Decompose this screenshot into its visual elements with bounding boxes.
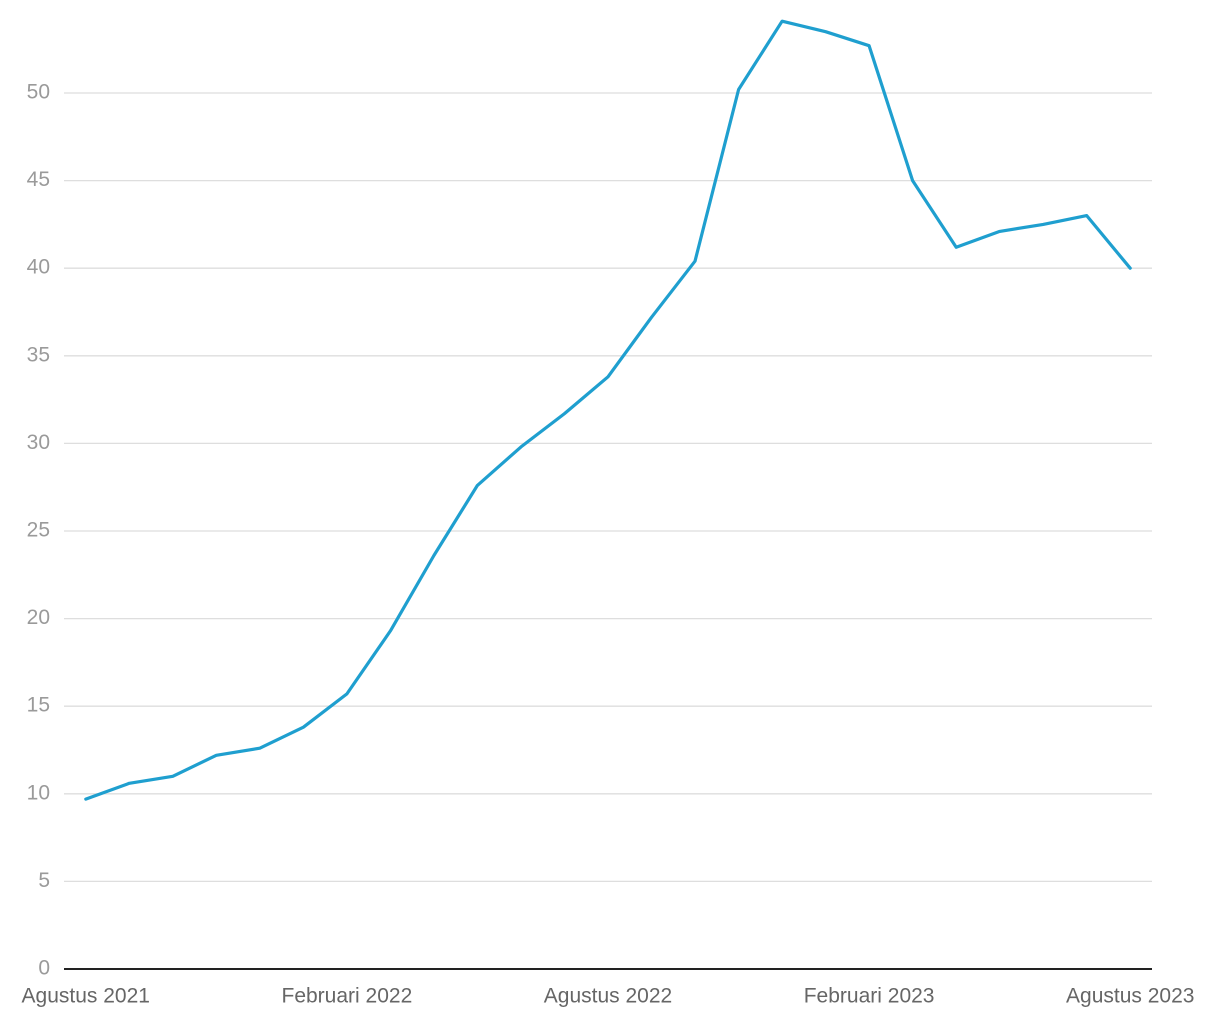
y-tick-label: 40: [27, 256, 50, 279]
y-tick-label: 15: [27, 694, 50, 717]
y-tick-label: 50: [27, 81, 50, 104]
y-tick-label: 45: [27, 168, 50, 191]
x-tick-label: Agustus 2021: [22, 985, 150, 1008]
x-tick-label: Agustus 2022: [544, 985, 672, 1008]
y-tick-label: 25: [27, 519, 50, 542]
y-tick-label: 20: [27, 606, 50, 629]
x-tick-label: Agustus 2023: [1066, 985, 1194, 1008]
y-tick-label: 0: [38, 957, 50, 980]
y-tick-label: 35: [27, 343, 50, 366]
x-tick-label: Februari 2023: [804, 985, 935, 1008]
y-tick-label: 5: [38, 869, 50, 892]
line-series: [84, 19, 1132, 801]
y-tick-label: 30: [27, 431, 50, 454]
y-tick-label: 10: [27, 781, 50, 804]
x-tick-label: Februari 2022: [282, 985, 413, 1008]
